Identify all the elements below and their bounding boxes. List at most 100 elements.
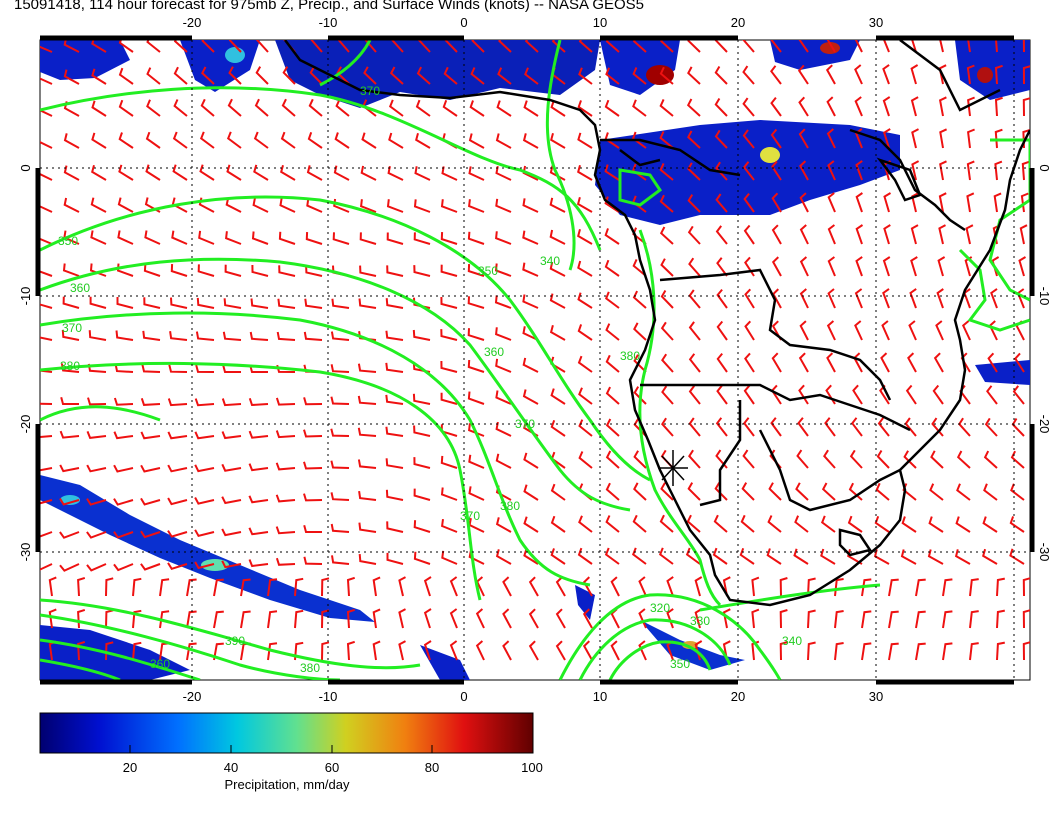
wind-barb xyxy=(779,641,788,661)
wind-barb xyxy=(170,297,188,309)
wind-barb xyxy=(385,362,404,373)
wind-barb xyxy=(475,608,485,629)
wind-barb xyxy=(577,100,593,117)
wind-barb xyxy=(333,198,350,213)
wind-barb xyxy=(799,160,809,181)
wind-barb xyxy=(550,100,566,117)
wind-barb xyxy=(117,197,134,213)
wind-barb xyxy=(604,99,620,117)
wind-barb xyxy=(279,198,296,213)
wind-barb xyxy=(939,160,947,181)
wind-barb xyxy=(722,608,731,629)
wind-barb xyxy=(939,128,948,149)
wind-barb xyxy=(468,423,485,437)
wind-barb xyxy=(140,431,161,440)
wind-barb xyxy=(200,98,215,117)
colorbar-tick: 100 xyxy=(521,760,543,775)
wind-barb xyxy=(1022,97,1030,117)
wind-barb xyxy=(888,578,899,597)
wind-barb xyxy=(275,397,296,406)
contour-label: 360 xyxy=(484,345,504,359)
wind-barb xyxy=(550,388,566,405)
wind-barb xyxy=(167,530,188,538)
wind-barb xyxy=(337,40,350,53)
wind-barb xyxy=(797,417,809,437)
contour-label: 340 xyxy=(782,634,802,648)
wind-barb xyxy=(167,464,188,473)
wind-barb xyxy=(903,450,917,469)
wind-barb xyxy=(714,97,728,117)
wind-barb xyxy=(471,40,485,53)
wind-barb xyxy=(255,66,269,85)
wind-barb xyxy=(240,578,251,597)
wind-barb xyxy=(440,232,458,245)
wind-barb xyxy=(911,160,920,181)
colorbar-label: Precipitation, mm/day xyxy=(225,777,350,792)
wind-barb xyxy=(248,527,269,536)
wind-barb xyxy=(687,130,701,149)
wind-barb xyxy=(116,263,134,277)
wind-barb xyxy=(294,609,304,629)
wind-barb xyxy=(415,99,431,117)
wind-barb xyxy=(661,417,674,437)
wind-barb xyxy=(632,514,647,533)
wind-barb xyxy=(275,462,296,471)
contour-label: 350 xyxy=(58,234,78,248)
wind-barb xyxy=(798,384,809,405)
wind-barb xyxy=(633,482,647,501)
wind-barb xyxy=(883,40,890,53)
wind-barb xyxy=(874,515,890,533)
wind-barb xyxy=(834,610,844,629)
wind-barb xyxy=(281,98,296,117)
wind-barb xyxy=(467,264,485,277)
wind-barb xyxy=(146,40,161,53)
wind-barb xyxy=(933,352,944,373)
wind-barb xyxy=(248,430,269,439)
wind-barb xyxy=(372,608,381,629)
wind-barb xyxy=(280,164,296,181)
wind-barb xyxy=(359,265,377,277)
graticule xyxy=(40,40,1030,680)
wind-barb xyxy=(308,98,323,117)
wind-barb xyxy=(40,531,53,538)
contour-label: 370 xyxy=(515,417,535,431)
wind-barb xyxy=(715,193,728,213)
wind-barb xyxy=(610,640,620,661)
wind-barb xyxy=(744,352,755,373)
wind-barb xyxy=(900,549,917,565)
wind-barb xyxy=(372,640,381,661)
contour-label: 320 xyxy=(650,601,670,615)
wind-barb xyxy=(118,40,134,53)
wind-barb xyxy=(227,98,242,117)
colorbar-tick: 40 xyxy=(224,760,238,775)
wind-barb xyxy=(495,198,512,213)
wind-barb xyxy=(967,96,975,117)
wind-barb xyxy=(798,352,809,373)
wind-barb xyxy=(1018,256,1027,277)
wind-barb xyxy=(159,610,170,629)
wind-barb xyxy=(770,417,782,437)
wind-barb xyxy=(632,67,647,85)
wind-barb xyxy=(40,369,53,373)
wind-barb xyxy=(604,291,620,309)
wind-barb xyxy=(659,226,674,245)
wind-barb xyxy=(631,163,647,181)
wind-barb xyxy=(62,263,80,277)
wind-barb xyxy=(522,294,539,309)
wind-barb xyxy=(278,265,296,277)
wind-barb xyxy=(969,578,979,597)
wind-barb xyxy=(576,197,593,213)
wind-barb xyxy=(303,493,323,502)
wind-barb xyxy=(423,640,432,661)
wind-barb xyxy=(386,265,404,277)
wind-barb xyxy=(942,642,953,661)
map-title: 15091418, 114 hour forecast for 975mb Z,… xyxy=(14,0,645,13)
wind-barb xyxy=(416,66,431,85)
wind-barb xyxy=(248,463,269,472)
wind-barb xyxy=(194,464,215,473)
lon-tick-bottom: -20 xyxy=(183,689,202,704)
wind-barb xyxy=(114,364,134,373)
wind-barb xyxy=(63,133,80,149)
wind-barb xyxy=(861,642,872,661)
wind-barb xyxy=(495,517,512,533)
